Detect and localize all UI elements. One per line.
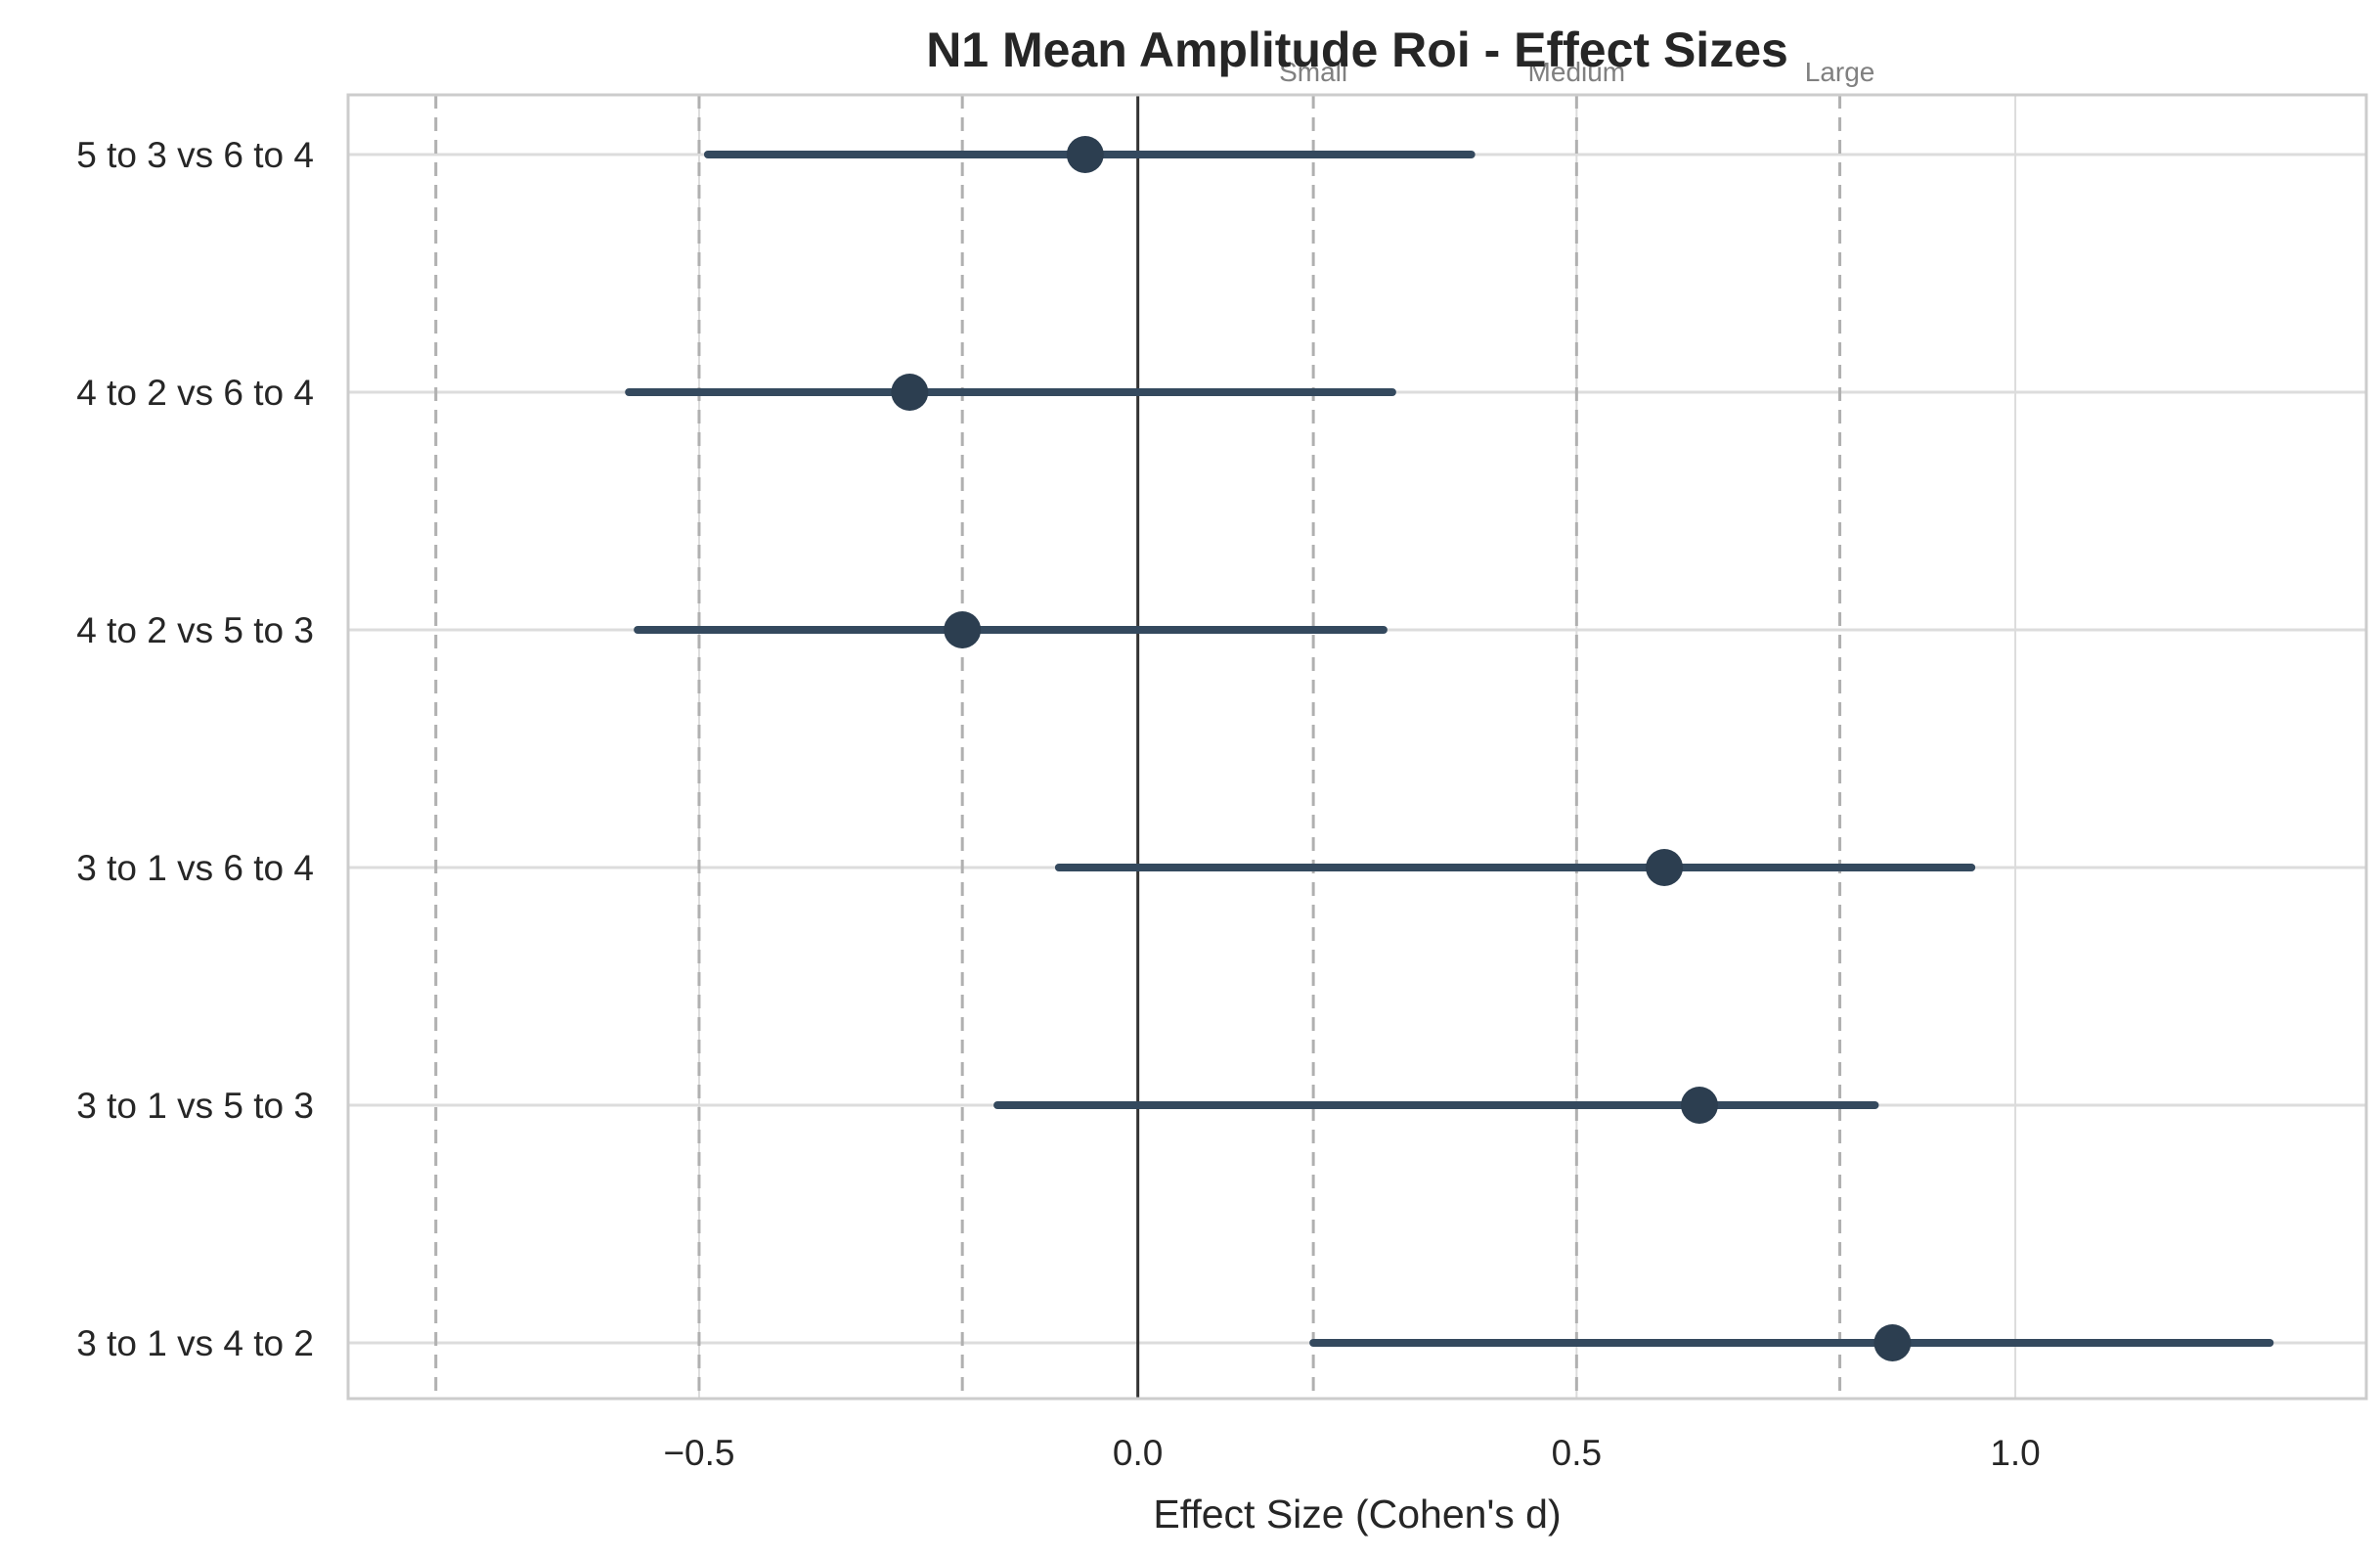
effect-point	[1066, 136, 1104, 173]
threshold-labels: Small Medium Large	[1279, 57, 1874, 87]
y-tick-label: 3 to 1 vs 4 to 2	[76, 1323, 314, 1363]
x-tick-labels: −0.5 0.0 0.5 1.0	[663, 1433, 2040, 1473]
y-tick-label: 3 to 1 vs 5 to 3	[76, 1086, 314, 1126]
y-tick-labels: 5 to 3 vs 6 to 4 4 to 2 vs 6 to 4 4 to 2 v…	[76, 135, 314, 1363]
effect-point	[1646, 849, 1684, 886]
x-axis-label: Effect Size (Cohen's d)	[1153, 1492, 1561, 1537]
plot-frame	[346, 93, 2368, 1401]
effect-point	[1680, 1087, 1718, 1124]
x-tick-label: −0.5	[663, 1433, 734, 1473]
threshold-label: Small	[1279, 57, 1347, 87]
threshold-label: Large	[1805, 57, 1875, 87]
y-tick-label: 3 to 1 vs 6 to 4	[76, 848, 314, 888]
threshold-label: Medium	[1528, 57, 1626, 87]
x-tick-label: 0.5	[1552, 1433, 1602, 1473]
y-tick-label: 4 to 2 vs 6 to 4	[76, 373, 314, 413]
y-tick-label: 5 to 3 vs 6 to 4	[76, 135, 314, 175]
threshold-layer	[434, 95, 1842, 1399]
x-tick-label: 1.0	[1990, 1433, 2040, 1473]
effect-point	[944, 611, 982, 648]
y-tick-label: 4 to 2 vs 5 to 3	[76, 610, 314, 650]
chart-title: N1 Mean Amplitude Roi - Effect Sizes	[926, 22, 1788, 77]
x-tick-label: 0.0	[1113, 1433, 1163, 1473]
marker-layer	[891, 136, 1912, 1361]
effect-point	[1873, 1324, 1912, 1361]
effect-point	[891, 374, 929, 411]
